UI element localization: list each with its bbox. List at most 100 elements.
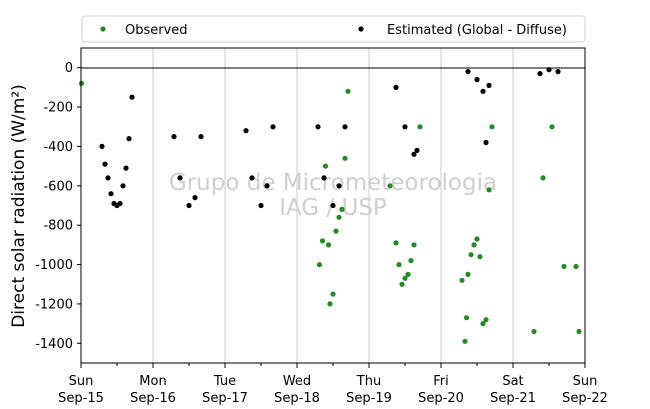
- data-point: [396, 262, 402, 268]
- data-point: [99, 143, 105, 149]
- x-tick-day: Sat: [502, 374, 523, 389]
- data-point: [411, 151, 417, 157]
- x-tick-day: Sun: [573, 374, 598, 389]
- data-point: [333, 228, 339, 234]
- data-point: [108, 191, 114, 197]
- data-point: [414, 147, 420, 153]
- data-point: [345, 88, 351, 94]
- watermark-line-1: Grupo de Micrometeorologia: [169, 170, 497, 196]
- data-point: [537, 71, 543, 77]
- data-point: [319, 238, 326, 244]
- data-point: [555, 69, 561, 75]
- legend-observed-label: Observed: [125, 23, 188, 38]
- data-point: [549, 124, 555, 130]
- vertical-gridlines: [152, 48, 514, 363]
- data-point: [258, 202, 264, 209]
- data-point: [339, 206, 345, 212]
- data-point: [405, 271, 411, 277]
- data-point: [411, 242, 417, 248]
- data-point: [540, 175, 546, 181]
- x-tick-date: Sep-22: [562, 391, 608, 406]
- data-point: [465, 271, 471, 277]
- data-point: [459, 277, 465, 283]
- data-point: [192, 195, 198, 201]
- data-point: [117, 200, 123, 207]
- data-point: [471, 242, 477, 248]
- data-point: [321, 175, 327, 181]
- data-point: [474, 76, 480, 83]
- data-point: [129, 94, 135, 100]
- x-tick-day: Fri: [433, 374, 449, 389]
- y-tick-label: -1200: [35, 297, 73, 312]
- data-point: [186, 202, 192, 209]
- data-point: [102, 161, 108, 167]
- data-point: [342, 155, 348, 161]
- data-point: [489, 124, 495, 130]
- data-point: [123, 165, 129, 171]
- legend-box: [81, 15, 586, 43]
- data-point: [576, 328, 582, 335]
- data-point: [243, 128, 249, 134]
- data-point: [336, 214, 342, 220]
- data-point: [327, 301, 333, 307]
- data-point: [249, 175, 255, 181]
- x-tick-day: Mon: [139, 374, 166, 389]
- data-point: [483, 317, 489, 323]
- data-point: [465, 69, 471, 75]
- data-point: [402, 275, 408, 281]
- data-point: [480, 321, 486, 327]
- x-tick-date: Sep-19: [346, 391, 392, 406]
- x-tick-date: Sep-18: [274, 391, 320, 406]
- data-point: [105, 175, 111, 181]
- x-tick-date: Sep-15: [58, 391, 104, 406]
- data-point: [561, 263, 567, 270]
- data-point: [198, 134, 204, 140]
- legend-observed-marker: [100, 26, 106, 32]
- data-point: [336, 183, 342, 189]
- data-point: [393, 240, 399, 246]
- data-point: [463, 315, 470, 321]
- data-point: [177, 175, 183, 181]
- data-point: [408, 258, 414, 264]
- data-point: [264, 183, 270, 189]
- x-tick-day: Sun: [69, 374, 94, 389]
- data-point: [483, 139, 489, 146]
- data-point: [531, 328, 537, 335]
- data-point: [399, 281, 405, 287]
- y-tick-label: -400: [43, 140, 73, 155]
- y-tick-label: -1400: [35, 337, 73, 352]
- data-point: [462, 338, 468, 344]
- data-point: [330, 202, 336, 209]
- data-point: [325, 242, 332, 248]
- data-point: [315, 124, 321, 130]
- y-tick-label: -1000: [35, 258, 73, 273]
- data-point: [270, 124, 276, 130]
- y-tick-label: -800: [43, 219, 73, 234]
- data-point: [474, 236, 480, 242]
- y-axis-ticks: 0 -200 -400 -600 -800 -1000 -1200 -1400: [35, 61, 81, 352]
- data-point: [486, 187, 492, 193]
- data-point: [171, 134, 177, 140]
- watermark: Grupo de Micrometeorologia IAG / USP: [169, 170, 497, 221]
- data-point: [468, 252, 474, 258]
- y-tick-label: 0: [65, 61, 73, 76]
- legend-estimated-marker: [358, 26, 364, 32]
- data-point: [322, 163, 329, 169]
- data-point: [120, 183, 126, 189]
- legend-estimated-label: Estimated (Global - Diffuse): [387, 23, 567, 38]
- x-tick-day: Wed: [283, 374, 311, 389]
- x-tick-date: Sep-17: [202, 391, 248, 406]
- observed-series: [78, 80, 582, 344]
- x-tick-date: Sep-21: [490, 391, 536, 406]
- x-tick-date: Sep-20: [418, 391, 464, 406]
- data-point: [480, 88, 486, 94]
- y-tick-label: -200: [43, 101, 73, 116]
- data-point: [342, 124, 348, 130]
- data-point: [477, 254, 483, 260]
- y-axis-label: Direct solar radiation (W/m²): [9, 84, 29, 328]
- legend: Observed Estimated (Global - Diffuse): [81, 15, 586, 43]
- data-point: [387, 183, 393, 189]
- data-point: [393, 84, 399, 90]
- estimated-series: [99, 67, 561, 209]
